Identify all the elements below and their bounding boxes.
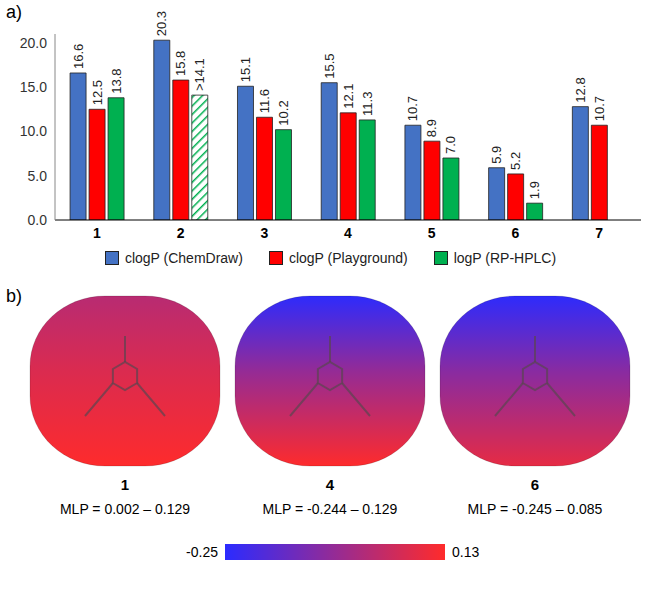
svg-text:12.1: 12.1 xyxy=(341,84,356,109)
svg-text:20.3: 20.3 xyxy=(154,11,169,36)
html-text:logP (RP-HPLC): logP (RP-HPLC) xyxy=(453,250,557,266)
html-text:clogP (ChemDraw): clogP (ChemDraw) xyxy=(124,250,243,266)
svg-text:15.0: 15.0 xyxy=(20,79,47,95)
svg-text:12.8: 12.8 xyxy=(573,77,588,102)
svg-text:7: 7 xyxy=(595,225,603,241)
svg-text:6: 6 xyxy=(531,476,539,493)
svg-text:15.8: 15.8 xyxy=(173,51,188,76)
svg-text:MLP = -0.245 – 0.085: MLP = -0.245 – 0.085 xyxy=(468,501,603,517)
svg-text:MLP = -0.244 – 0.129: MLP = -0.244 – 0.129 xyxy=(263,501,398,517)
svg-text:10.7: 10.7 xyxy=(405,96,420,121)
svg-text:2: 2 xyxy=(177,225,185,241)
svg-text:10.0: 10.0 xyxy=(20,123,47,139)
svg-text:b): b) xyxy=(6,286,22,306)
svg-text:11.3: 11.3 xyxy=(360,92,375,116)
svg-text:7.0: 7.0 xyxy=(443,136,458,154)
svg-text:15.1: 15.1 xyxy=(238,57,253,82)
html-text:clogP (Playground): clogP (Playground) xyxy=(288,250,408,266)
svg-text:1: 1 xyxy=(93,225,101,241)
svg-text:0.0: 0.0 xyxy=(28,212,48,228)
svg-text:-0.25: -0.25 xyxy=(186,544,218,560)
svg-text:5: 5 xyxy=(428,225,436,241)
svg-text:1: 1 xyxy=(121,476,129,493)
svg-text:10.7: 10.7 xyxy=(592,96,607,121)
svg-text:13.8: 13.8 xyxy=(109,68,124,93)
svg-text:5.9: 5.9 xyxy=(489,146,504,164)
svg-text:15.5: 15.5 xyxy=(322,53,337,78)
svg-text:0.13: 0.13 xyxy=(452,544,479,560)
svg-text:20.0: 20.0 xyxy=(20,35,47,51)
svg-text:4: 4 xyxy=(326,476,335,493)
html-text:a): a) xyxy=(6,2,22,22)
svg-text:5.2: 5.2 xyxy=(508,152,523,170)
svg-text:3: 3 xyxy=(260,225,268,241)
svg-text:8.9: 8.9 xyxy=(424,119,439,137)
svg-text:1.9: 1.9 xyxy=(527,181,542,199)
svg-text:16.6: 16.6 xyxy=(71,44,86,69)
svg-text:11.6: 11.6 xyxy=(257,89,272,113)
svg-text:MLP = 0.002 – 0.129: MLP = 0.002 – 0.129 xyxy=(60,501,190,517)
svg-text:>14.1: >14.1 xyxy=(192,58,207,91)
svg-text:4: 4 xyxy=(344,225,352,241)
svg-text:6: 6 xyxy=(512,225,520,241)
svg-text:12.5: 12.5 xyxy=(90,80,105,105)
svg-text:10.2: 10.2 xyxy=(276,100,291,125)
svg-text:5.0: 5.0 xyxy=(28,168,48,184)
